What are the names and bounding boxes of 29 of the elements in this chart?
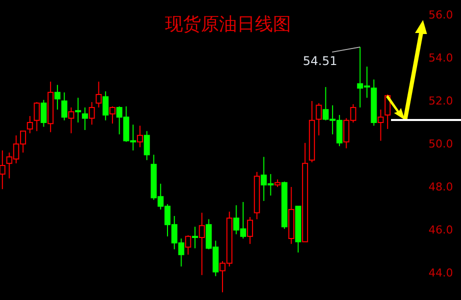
- candlestick: [54, 84, 60, 110]
- y-tick-label: 52.0: [428, 94, 453, 108]
- y-tick-label: 46.0: [428, 223, 453, 236]
- candlestick: [192, 226, 198, 249]
- y-tick-label: 50.0: [428, 137, 453, 150]
- y-tick-label: 56.0: [428, 8, 453, 22]
- candlestick: [136, 125, 143, 148]
- candlestick: [34, 102, 40, 132]
- candlestick: [68, 106, 74, 134]
- candlestick: [198, 212, 205, 276]
- candlestick: [96, 81, 102, 108]
- candlestick: [88, 102, 95, 126]
- candlestick: [378, 109, 384, 142]
- candlestick: [75, 97, 82, 123]
- candlestick: [247, 216, 254, 244]
- y-tick-label: 48.0: [428, 180, 453, 194]
- annotation: 54.51: [302, 54, 338, 68]
- candlestick: [61, 92, 68, 121]
- candlestick: [109, 106, 116, 124]
- candlestick: [102, 90, 109, 121]
- y-tick-label: 44.0: [428, 266, 453, 280]
- candlestick: [82, 106, 88, 131]
- candlestick: [185, 234, 192, 256]
- text: 现货原油日线图: [165, 14, 291, 35]
- candlestick: [26, 116, 33, 134]
- candlestick: [316, 102, 322, 136]
- candlestick: [144, 130, 150, 161]
- y-tick-label: 54.0: [428, 52, 453, 65]
- candlestick: [40, 99, 47, 128]
